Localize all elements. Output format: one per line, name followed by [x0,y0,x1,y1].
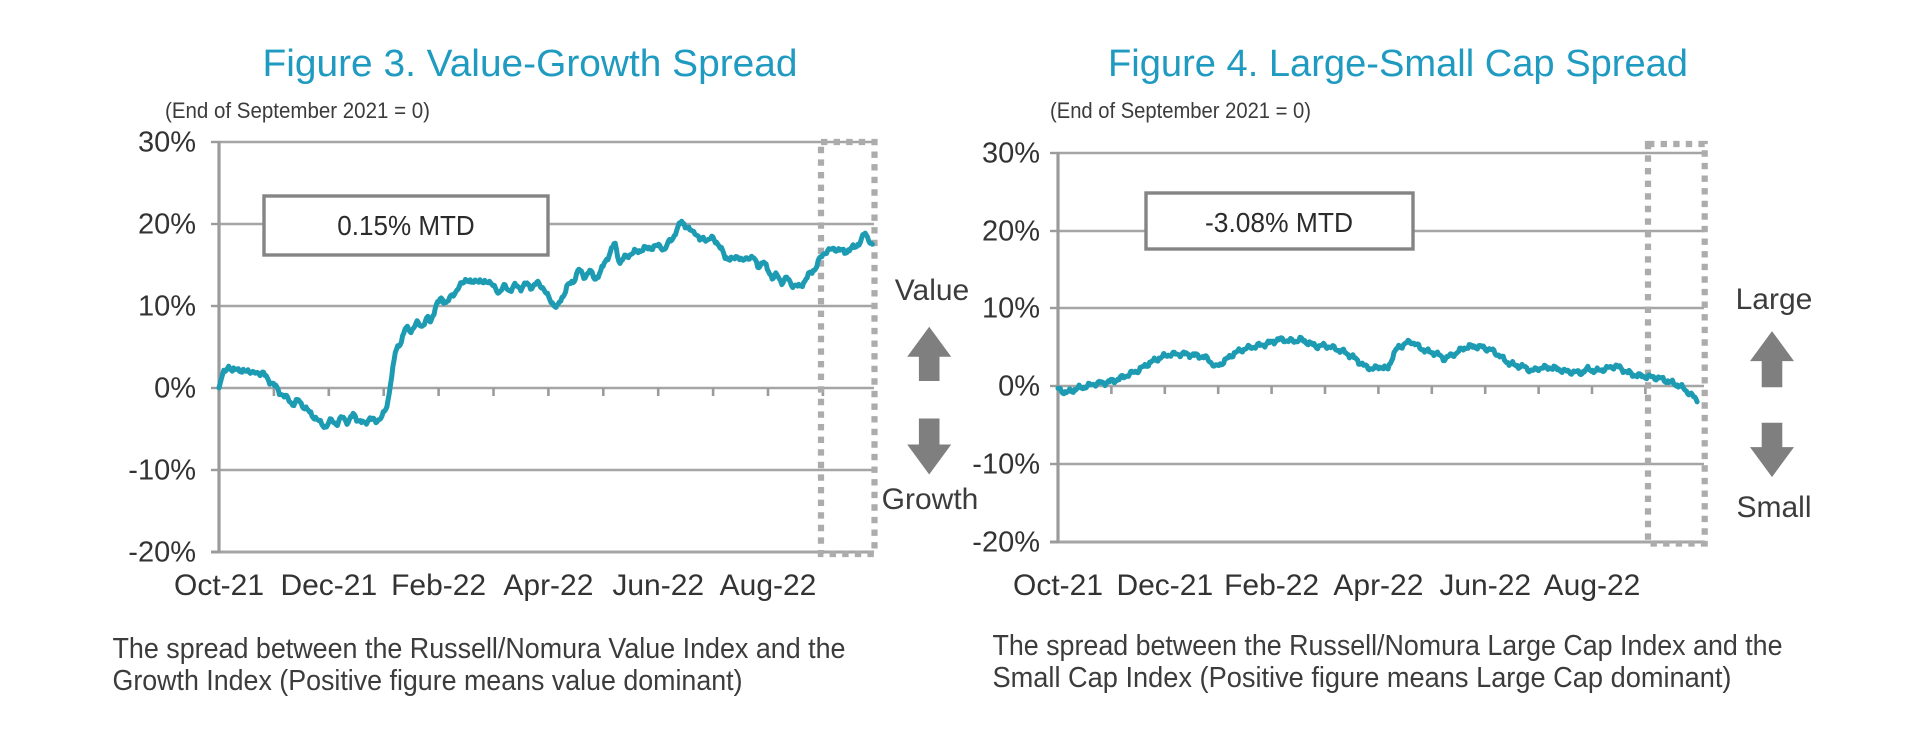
svg-text:-20%: -20% [972,527,1040,559]
svg-text:Apr-22: Apr-22 [503,569,593,602]
svg-text:Small Cap Index (Positive figu: Small Cap Index (Positive figure means L… [993,662,1732,694]
svg-text:Value: Value [895,274,970,307]
svg-text:20%: 20% [982,216,1040,248]
svg-text:Aug-22: Aug-22 [1544,569,1641,602]
svg-text:Jun-22: Jun-22 [1439,569,1531,602]
svg-text:10%: 10% [982,293,1040,325]
svg-text:Oct-21: Oct-21 [1013,569,1103,602]
svg-text:Apr-22: Apr-22 [1333,569,1423,602]
svg-text:-10%: -10% [972,449,1040,481]
svg-text:Aug-22: Aug-22 [720,569,817,602]
svg-text:Large: Large [1736,283,1813,316]
svg-text:-3.08% MTD: -3.08% MTD [1205,207,1353,238]
svg-text:10%: 10% [138,291,196,323]
svg-text:(End of September 2021 = 0): (End of September 2021 = 0) [1050,98,1311,123]
svg-text:0.15% MTD: 0.15% MTD [337,210,475,241]
svg-text:Figure 4. Large-Small Cap Spre: Figure 4. Large-Small Cap Spread [1108,43,1688,85]
svg-text:Dec-21: Dec-21 [280,569,377,602]
svg-text:0%: 0% [154,373,196,405]
svg-text:Dec-21: Dec-21 [1116,569,1213,602]
svg-text:-10%: -10% [128,455,196,487]
svg-text:Growth: Growth [882,483,979,516]
svg-text:20%: 20% [138,209,196,241]
svg-text:The spread between the Russell: The spread between the Russell/Nomura Va… [113,633,846,665]
svg-text:Oct-21: Oct-21 [174,569,264,602]
svg-text:-20%: -20% [128,537,196,569]
svg-text:30%: 30% [138,127,196,159]
svg-text:Figure 3. Value-Growth Spread: Figure 3. Value-Growth Spread [263,43,798,85]
svg-text:Small: Small [1736,491,1811,524]
svg-text:Growth Index (Positive figure: Growth Index (Positive figure means valu… [113,665,743,697]
svg-text:Feb-22: Feb-22 [391,569,486,602]
svg-text:0%: 0% [998,371,1040,403]
svg-text:30%: 30% [982,138,1040,170]
svg-text:Jun-22: Jun-22 [612,569,704,602]
svg-text:Feb-22: Feb-22 [1224,569,1319,602]
svg-text:(End of September 2021 = 0): (End of September 2021 = 0) [165,98,430,123]
svg-text:The spread between the Russell: The spread between the Russell/Nomura La… [993,630,1783,662]
